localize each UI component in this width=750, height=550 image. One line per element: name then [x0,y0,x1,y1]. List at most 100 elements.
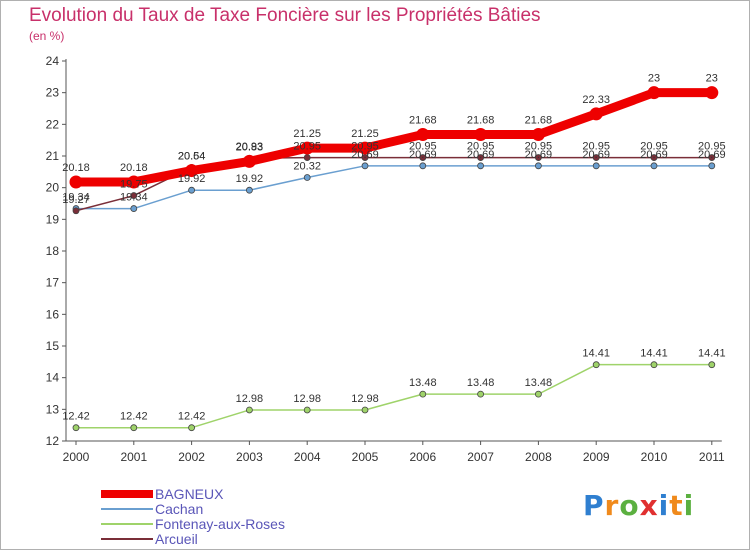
data-point [300,141,314,155]
data-point [708,361,716,369]
data-label: 20.95 [698,141,726,153]
proxiti-logo: Proxiti [583,489,694,522]
data-label: 13.48 [467,377,495,389]
data-point [419,390,427,398]
data-label: 14.41 [640,348,668,360]
chart-title: Evolution du Taux de Taxe Foncière sur l… [29,5,541,26]
data-point [361,162,369,170]
data-label: 19.27 [62,194,90,206]
data-label: 20.64 [178,150,206,162]
data-point [188,186,196,194]
data-point [592,361,600,369]
x-tick-label: 2000 [63,450,90,464]
data-point [589,107,603,121]
data-label: 14.41 [698,348,726,360]
data-label: 20.95 [351,141,379,153]
y-tick-label: 12 [46,434,60,448]
data-point [69,175,83,189]
data-point [708,154,716,161]
logo-letter: i [658,489,670,522]
data-label: 20.69 [698,149,726,161]
data-point [477,390,485,398]
data-point [477,162,485,170]
y-tick-label: 14 [46,371,60,385]
x-tick-label: 2002 [178,450,205,464]
data-point [708,162,716,170]
y-tick-label: 20 [46,181,60,195]
x-tick-label: 2011 [699,450,725,464]
data-label: 20.95 [640,141,668,153]
data-label: 20.95 [582,141,610,153]
data-label: 20.69 [582,149,610,161]
data-label: 21.68 [525,114,553,126]
data-label: 19.34 [120,192,148,204]
series-line-fontenay-aux-roses [76,363,712,429]
data-label: 21.68 [467,114,495,126]
data-label: 19.92 [236,173,264,185]
data-point [130,424,138,432]
data-point [592,154,600,161]
data-point [358,141,372,155]
data-label: 21.25 [351,128,379,140]
logo-letter: i [683,489,695,522]
data-label: 20.69 [640,149,668,161]
data-label: 23 [706,73,718,85]
data-label: 20.95 [525,141,553,153]
data-point [361,406,369,414]
x-tick-label: 2007 [467,450,494,464]
data-label: 20.69 [467,149,495,161]
data-label: 12.42 [62,411,90,423]
legend-label: Arcueil [155,531,198,547]
y-tick-label: 21 [46,149,60,163]
axes: 12 13 14 15 16 17 18 19 20 21 22 23 24 2000 2001 2002 20… [46,54,725,464]
data-label: 19.92 [178,173,206,185]
data-point [535,390,542,398]
data-point [245,406,253,414]
y-tick-label: 22 [46,117,60,131]
data-label: 20.69 [409,149,437,161]
data-point [242,154,256,168]
data-label: 13.48 [525,377,553,389]
data-label: 19.75 [120,179,148,191]
data-point [531,127,545,141]
y-tick-label: 18 [46,244,60,258]
data-label: 12.98 [293,393,321,405]
logo-letter: x [639,489,659,522]
data-label: 20.18 [120,162,148,174]
x-tick-label: 2004 [294,450,321,464]
data-label: 20.95 [467,141,495,153]
data-label: 12.42 [178,411,206,423]
data-point [592,162,600,170]
data-label: 13.48 [409,377,437,389]
data-point [130,205,138,212]
data-point [650,361,658,369]
series-line-bagneux [76,88,712,187]
x-tick-label: 2010 [641,450,668,464]
data-label: 14.41 [582,348,610,360]
chart-unit: (en %) [29,29,65,43]
data-point [416,127,430,141]
x-tick-label: 2009 [583,450,610,464]
x-tick-label: 2003 [236,450,263,464]
data-point [535,154,542,161]
legend-swatch [101,490,153,498]
data-point [127,175,141,189]
legend-label: BAGNEUX [155,486,224,502]
data-point [477,154,485,161]
y-tick-label: 15 [46,339,60,353]
data-point [535,162,542,170]
data-label: 20.95 [409,141,437,153]
data-point [303,406,311,414]
data-label: 20.32 [293,161,321,173]
y-tick-label: 13 [46,402,60,416]
data-point [72,207,80,215]
data-point [705,86,719,100]
data-point [650,154,658,161]
x-tick-label: 2005 [352,450,379,464]
logo-letter: r [604,489,620,522]
data-label: 12.98 [351,393,379,405]
series-line-cachan [76,165,712,210]
x-tick-label: 2006 [409,450,436,464]
data-label: 23 [648,73,660,85]
